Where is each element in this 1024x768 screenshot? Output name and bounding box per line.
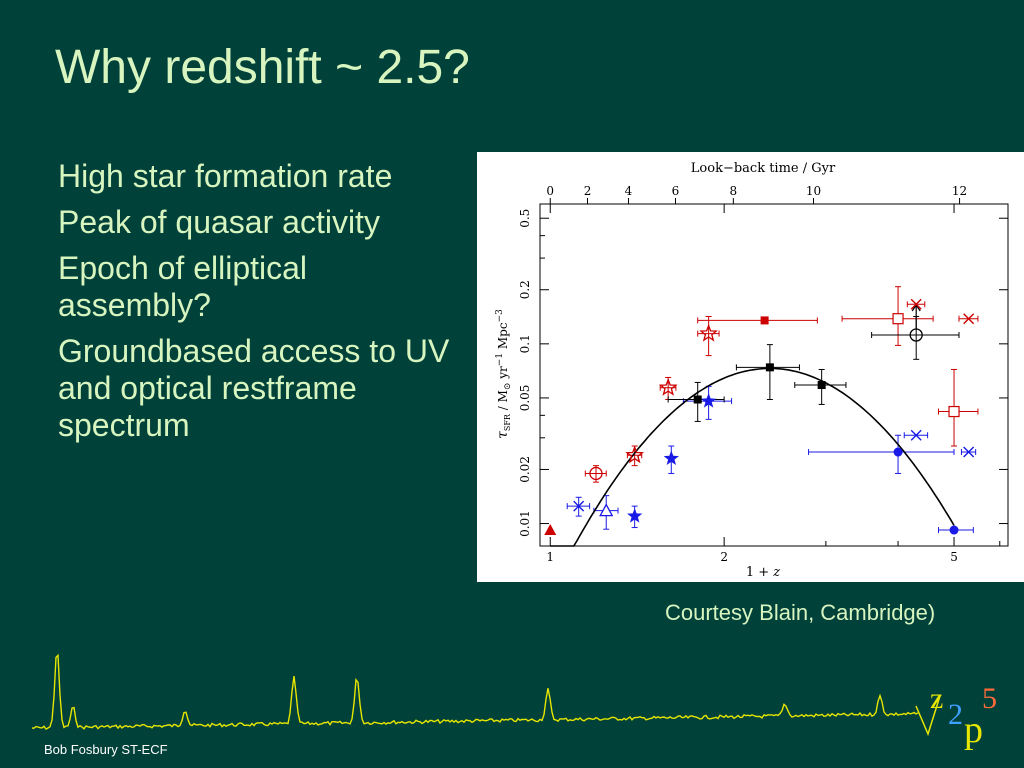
x-tick-label: 1 [546, 550, 554, 564]
top-tick-label: 0 [546, 184, 554, 198]
logo-5: 5 [982, 682, 997, 715]
bullet-item: Groundbased access to UV and optical res… [58, 333, 450, 443]
bullet-item: High star formation rate [58, 158, 393, 194]
logo-z: z [930, 682, 944, 715]
bullet-item: Peak of quasar activity [58, 204, 380, 240]
data-point-filled-circle [893, 447, 903, 457]
top-tick-label: 6 [672, 184, 680, 198]
z2p5-logo: z 2 p 5 [915, 682, 1022, 754]
top-tick-label: 2 [584, 184, 592, 198]
data-point-cross [573, 500, 585, 512]
plot-frame [539, 203, 1009, 547]
data-point-filled-star [701, 393, 717, 408]
data-point-open-triangle [599, 503, 614, 517]
x-tick-label: 5 [950, 550, 958, 564]
top-tick-label: 12 [952, 184, 967, 198]
data-point-open-star [699, 323, 718, 342]
logo-p: p [964, 709, 983, 751]
y-tick-label: 0.01 [518, 510, 532, 537]
y-tick-label: 0.5 [518, 209, 532, 228]
bullet-item: Epoch of elliptical assembly? [58, 250, 308, 323]
top-axis-label: Look−back time / Gyr [691, 161, 836, 176]
data-point-cross [963, 313, 975, 325]
x-axis-label: 1 + z [746, 565, 780, 580]
data-point-cross [910, 298, 922, 310]
data-point-filled-square [765, 363, 774, 372]
data-point-filled-star [663, 450, 679, 465]
data-point-filled-square [760, 316, 769, 325]
data-point-open-circle [909, 328, 923, 342]
data-point-filled-square [817, 381, 826, 390]
top-tick-label: 10 [806, 184, 821, 198]
bullet-list: High star formation rate Peak of quasar … [58, 158, 458, 453]
data-point-filled-triangle [544, 524, 557, 536]
data-point-open-square [892, 313, 904, 325]
data-point-open-circle [589, 466, 603, 481]
y-tick-label: 0.2 [518, 280, 532, 299]
logo-arrow-icon [915, 695, 941, 737]
footer-author: Bob Fosbury ST-ECF [44, 742, 168, 757]
data-point-filled-square [693, 395, 702, 404]
data-point-cross [963, 446, 975, 458]
data-point-filled-circle [949, 525, 959, 535]
y-tick-label: 0.1 [518, 334, 532, 353]
y-axis-label: τSFR / M⊙ yr−1 Mpc−3 [495, 309, 513, 439]
courtesy-caption: Courtesy Blain, Cambridge) [665, 600, 936, 625]
data-point-cross [910, 429, 922, 441]
y-tick-label: 0.02 [518, 456, 532, 483]
slide-title: Why redshift ~ 2.5? [55, 41, 470, 94]
logo-2: 2 [948, 698, 963, 731]
top-tick-label: 8 [730, 184, 738, 198]
data-point-open-square [948, 405, 960, 418]
data-point-open-star [658, 377, 678, 396]
spectrum-line [31, 653, 919, 731]
y-tick-label: 0.05 [518, 385, 532, 412]
data-point-filled-star [627, 508, 643, 523]
x-tick-label: 2 [720, 550, 728, 564]
data-point-open-star [625, 445, 645, 464]
model-curve [550, 367, 955, 547]
top-tick-label: 4 [625, 184, 633, 198]
